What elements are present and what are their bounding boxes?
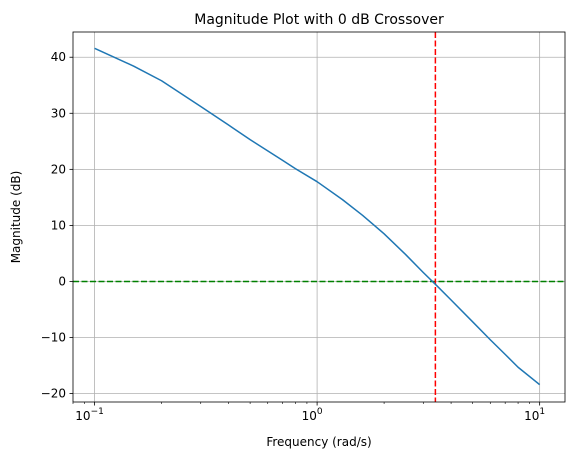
y-tick-label: 0 — [58, 274, 66, 288]
y-tick-label: 40 — [51, 50, 66, 64]
x-tick-label-base: 10 — [302, 409, 317, 423]
y-tick-label: 10 — [51, 218, 66, 232]
magnitude-series-line — [94, 47, 541, 386]
reference-lines-layer — [73, 32, 565, 402]
x-tick-label-exponent: −1 — [91, 407, 104, 417]
y-tick-label: 20 — [51, 162, 66, 176]
x-tick-label-exponent: 1 — [539, 407, 545, 417]
x-tick-label: 10−1 — [75, 407, 104, 423]
x-tick-label: 101 — [524, 407, 545, 423]
y-tick-label: −20 — [41, 387, 66, 401]
x-tick-label-base: 10 — [75, 409, 90, 423]
plot-area-frame — [72, 31, 566, 403]
y-axis-label: Magnitude (dB) — [9, 171, 23, 264]
x-axis-label: Frequency (rad/s) — [266, 435, 371, 449]
y-tick-label: 30 — [51, 106, 66, 120]
y-tick-label: −10 — [41, 331, 66, 345]
series-layer — [94, 47, 541, 386]
x-tick-label-exponent: 0 — [317, 407, 323, 417]
x-tick-label: 100 — [302, 407, 323, 423]
x-tick-label-base: 10 — [524, 409, 539, 423]
chart-title: Magnitude Plot with 0 dB Crossover — [194, 12, 444, 28]
